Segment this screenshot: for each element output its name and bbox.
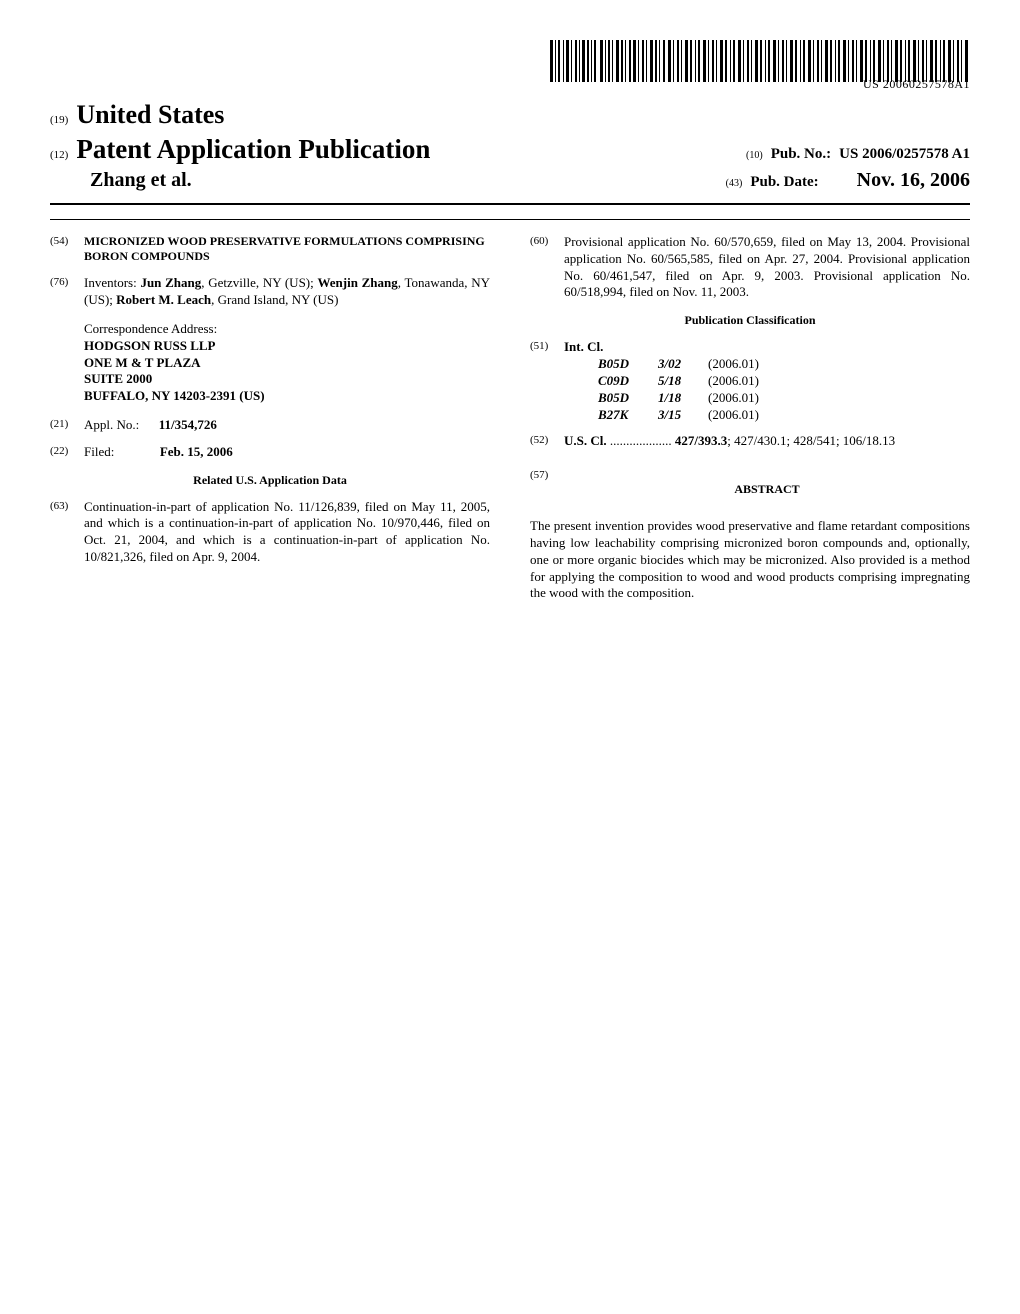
abstract-label: ABSTRACT	[564, 482, 970, 498]
country-name: United States	[76, 98, 224, 132]
pubdate-label: Pub. Date:	[750, 173, 818, 193]
doc-type: Patent Application Publication	[76, 132, 430, 167]
intcl-cls-2: B05D	[598, 390, 658, 407]
barcode: US 20060257578A1	[550, 40, 970, 84]
intcl-list: B05D 3/02 (2006.01) C09D 5/18 (2006.01) …	[598, 356, 970, 424]
pubdate-value: Nov. 16, 2006	[857, 167, 970, 193]
correspondence-line-0: HODGSON RUSS LLP	[84, 338, 490, 355]
abstract-code: (57)	[530, 468, 564, 508]
barcode-region: US 20060257578A1	[50, 40, 970, 93]
provisional-field: (60) Provisional application No. 60/570,…	[530, 234, 970, 302]
inventors-code: (76)	[50, 275, 84, 309]
inventors-body: Inventors: Jun Zhang, Getzville, NY (US)…	[84, 275, 490, 309]
filed-label: Filed:	[84, 444, 114, 459]
intcl-sub-3: 3/15	[658, 407, 708, 424]
intcl-label: Int. Cl.	[564, 339, 970, 356]
applno-value: 11/354,726	[159, 417, 217, 432]
header-code-19: (19)	[50, 113, 68, 127]
intcl-yr-0: (2006.01)	[708, 356, 808, 373]
continuation-field: (63) Continuation-in-part of application…	[50, 499, 490, 567]
uscl-rest: ; 427/430.1; 428/541; 106/18.13	[727, 433, 895, 448]
correspondence-label: Correspondence Address:	[84, 321, 217, 336]
inventors-field: (76) Inventors: Jun Zhang, Getzville, NY…	[50, 275, 490, 309]
filed-field: (22) Filed: Feb. 15, 2006	[50, 444, 490, 461]
header-rule-thick	[50, 203, 970, 205]
title-code: (54)	[50, 234, 84, 265]
intcl-row-0: B05D 3/02 (2006.01)	[598, 356, 970, 373]
intcl-row-2: B05D 1/18 (2006.01)	[598, 390, 970, 407]
pubdate-code: (43)	[726, 177, 743, 190]
applno-field: (21) Appl. No.: 11/354,726	[50, 417, 490, 434]
uscl-field: (52) U.S. Cl. ................... 427/39…	[530, 433, 970, 450]
abstract-field: (57) ABSTRACT	[530, 468, 970, 508]
uscl-code: (52)	[530, 433, 564, 450]
header-rule-thin	[50, 219, 970, 220]
pubno-label: Pub. No.:	[771, 145, 831, 165]
correspondence-line-2: SUITE 2000	[84, 371, 490, 388]
applno-label: Appl. No.:	[84, 417, 139, 432]
provisional-code: (60)	[530, 234, 564, 302]
uscl-dots: ...................	[610, 433, 675, 448]
title-field: (54) MICRONIZED WOOD PRESERVATIVE FORMUL…	[50, 234, 490, 265]
filed-code: (22)	[50, 444, 84, 461]
intcl-row-3: B27K 3/15 (2006.01)	[598, 407, 970, 424]
header-line3: Zhang et al. (43) Pub. Date: Nov. 16, 20…	[50, 167, 970, 193]
right-column: (60) Provisional application No. 60/570,…	[530, 234, 970, 603]
header-code-12: (12)	[50, 148, 68, 162]
pubno-value: US 2006/0257578 A1	[839, 145, 970, 165]
header-line1: (19) United States	[50, 98, 970, 132]
intcl-sub-0: 3/02	[658, 356, 708, 373]
intcl-yr-1: (2006.01)	[708, 373, 808, 390]
pubclass-heading: Publication Classification	[530, 313, 970, 329]
intcl-row-1: C09D 5/18 (2006.01)	[598, 373, 970, 390]
intcl-sub-2: 1/18	[658, 390, 708, 407]
inventor-name-1: Wenjin Zhang	[317, 275, 397, 290]
content-columns: (54) MICRONIZED WOOD PRESERVATIVE FORMUL…	[50, 234, 970, 603]
intcl-code: (51)	[530, 339, 564, 423]
intcl-yr-3: (2006.01)	[708, 407, 808, 424]
intcl-cls-3: B27K	[598, 407, 658, 424]
inventor-name-2: Robert M. Leach	[116, 292, 211, 307]
invention-title: MICRONIZED WOOD PRESERVATIVE FORMULATION…	[84, 234, 490, 265]
abstract-text: The present invention provides wood pres…	[530, 518, 970, 602]
correspondence-line-3: BUFFALO, NY 14203-2391 (US)	[84, 388, 490, 405]
correspondence-line-1: ONE M & T PLAZA	[84, 355, 490, 372]
related-heading: Related U.S. Application Data	[50, 473, 490, 489]
provisional-text: Provisional application No. 60/570,659, …	[564, 234, 970, 302]
continuation-text: Continuation-in-part of application No. …	[84, 499, 490, 567]
header-line2: (12) Patent Application Publication (10)…	[50, 132, 970, 167]
inventor-name-0: Jun Zhang	[140, 275, 201, 290]
intcl-cls-0: B05D	[598, 356, 658, 373]
filed-value: Feb. 15, 2006	[160, 444, 233, 459]
correspondence-block: Correspondence Address: HODGSON RUSS LLP…	[84, 321, 490, 405]
intcl-yr-2: (2006.01)	[708, 390, 808, 407]
continuation-code: (63)	[50, 499, 84, 567]
pubno-code: (10)	[746, 149, 763, 162]
intcl-sub-1: 5/18	[658, 373, 708, 390]
inventors-label: Inventors:	[84, 275, 137, 290]
applno-code: (21)	[50, 417, 84, 434]
intcl-field: (51) Int. Cl. B05D 3/02 (2006.01) C09D 5…	[530, 339, 970, 423]
left-column: (54) MICRONIZED WOOD PRESERVATIVE FORMUL…	[50, 234, 490, 603]
authors: Zhang et al.	[50, 167, 192, 193]
intcl-cls-1: C09D	[598, 373, 658, 390]
inventor-loc-2: Grand Island, NY (US)	[218, 292, 339, 307]
uscl-label: U.S. Cl.	[564, 433, 607, 448]
inventor-loc-0: Getzville, NY (US)	[208, 275, 310, 290]
uscl-main: 427/393.3	[675, 433, 727, 448]
barcode-svg	[550, 40, 970, 82]
